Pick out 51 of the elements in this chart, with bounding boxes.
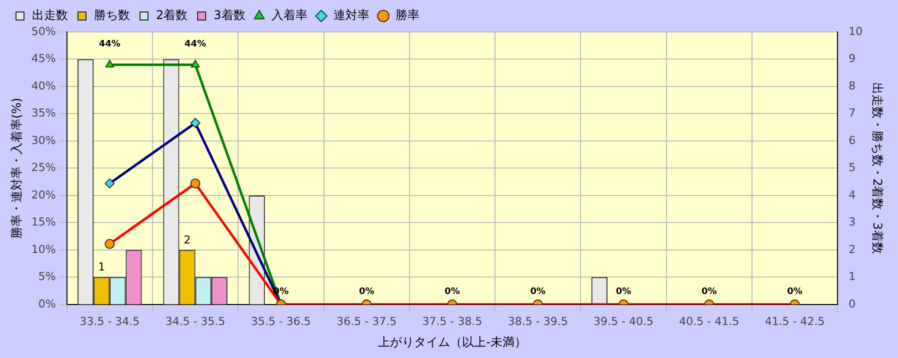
data-label: 0% <box>358 287 374 298</box>
x-tick-label: 37.5 - 38.5 <box>422 314 482 328</box>
x-tick-label: 40.5 - 41.5 <box>679 314 740 328</box>
y2-tick-label: 4 <box>848 188 856 202</box>
y-tick-label: 20% <box>31 188 56 202</box>
x-tick-label: 36.5 - 37.5 <box>336 314 397 328</box>
y-tick-label: 50% <box>31 24 56 38</box>
data-label: 44% <box>184 40 206 50</box>
x-tick-label: 34.5 - 35.5 <box>165 314 226 328</box>
y2-tick-label: 5 <box>848 161 856 174</box>
legend-label: 勝率 <box>395 8 420 22</box>
legend-label: 3着数 <box>214 8 246 22</box>
legend-label: 入着率 <box>271 8 308 22</box>
x-tick-label: 39.5 - 40.5 <box>594 314 654 328</box>
y-tick-label: 30% <box>31 134 56 147</box>
y2-tick-label: 1 <box>848 270 856 284</box>
x-tick-label: 35.5 - 36.5 <box>250 314 311 328</box>
y-tick-label: 10% <box>31 242 56 256</box>
y2-tick-label: 9 <box>848 52 856 66</box>
legend-label: 2着数 <box>156 8 188 22</box>
y-axis-title: 勝率・連対率・入着率(%) <box>9 98 24 239</box>
data-label: 0% <box>616 287 632 298</box>
legend-label: 勝ち数 <box>94 8 130 22</box>
y-tick-label: 35% <box>31 106 56 120</box>
x-tick-label: 41.5 - 42.5 <box>764 314 825 328</box>
data-label: 1 <box>98 260 106 274</box>
legend-label: 連対率 <box>333 8 370 22</box>
y-tick-label: 40% <box>31 79 56 92</box>
x-axis-title: 上がりタイム（以上-未満） <box>378 334 526 349</box>
data-label: 2 <box>184 233 191 246</box>
y-tick-label: 0% <box>38 297 56 310</box>
y-tick-label: 45% <box>31 52 56 66</box>
y-tick-label: 5% <box>38 270 56 284</box>
y-tick-label: 15% <box>31 216 56 229</box>
y2-tick-label: 6 <box>848 134 856 147</box>
y-tick-label: 25% <box>31 161 56 174</box>
x-tick-label: 33.5 - 34.5 <box>80 314 140 328</box>
y2-tick-label: 3 <box>848 216 856 229</box>
data-label: 0% <box>787 287 802 298</box>
y2-tick-label: 7 <box>848 106 856 120</box>
y2-axis-title: 出走数・勝ち数・2着数・3着数 <box>870 82 885 254</box>
legend-label: 出走数 <box>32 8 68 22</box>
data-label: 0% <box>702 287 717 298</box>
data-label: 0% <box>530 287 546 298</box>
y2-tick-label: 10 <box>848 24 863 38</box>
x-tick-label: 38.5 - 39.5 <box>508 314 568 328</box>
data-label: 44% <box>98 40 120 50</box>
y2-tick-label: 2 <box>848 242 856 256</box>
data-label: 0% <box>444 287 460 298</box>
y2-tick-label: 8 <box>848 79 856 92</box>
y2-tick-label: 0 <box>848 297 856 310</box>
